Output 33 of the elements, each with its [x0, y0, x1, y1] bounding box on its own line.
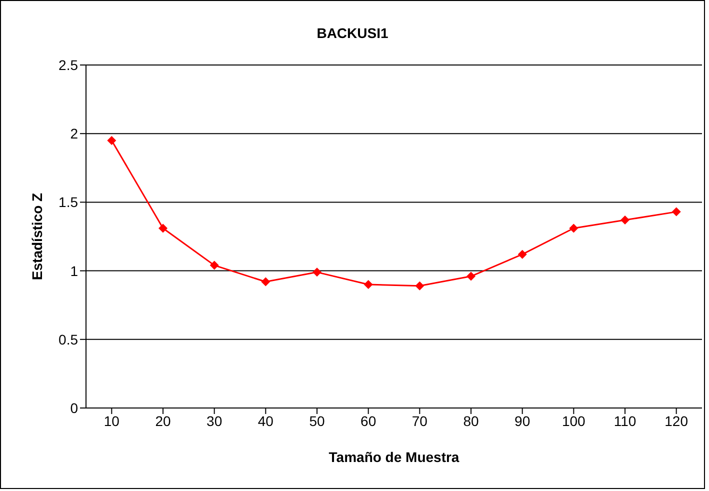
- y-tick-label: 0.5: [58, 331, 78, 348]
- point: [312, 268, 322, 277]
- point: [107, 136, 116, 145]
- point: [569, 224, 578, 233]
- point: [672, 207, 681, 216]
- point: [210, 260, 219, 270]
- x-tick-label: 30: [206, 412, 222, 429]
- point: [620, 216, 630, 225]
- y-axis-title: Estadístico Z: [28, 192, 45, 280]
- x-tick-label: 60: [360, 412, 376, 429]
- x-tick-label: 120: [664, 412, 688, 429]
- point: [158, 224, 168, 233]
- x-tick-label: 20: [155, 412, 171, 429]
- y-tick-label: 0: [70, 400, 78, 416]
- x-tick-label: 100: [562, 412, 586, 429]
- x-tick-label: 10: [104, 412, 120, 429]
- x-tick-label: 110: [614, 412, 636, 429]
- y-tick-label: 1: [70, 262, 78, 279]
- x-tick-label: 40: [258, 412, 274, 429]
- point: [415, 281, 424, 290]
- x-tick-label: 90: [514, 412, 530, 429]
- y-tick-label: 2: [70, 126, 78, 142]
- point: [466, 272, 476, 281]
- x-tick-label: 80: [463, 412, 479, 429]
- y-tick-label: 2.5: [58, 56, 78, 73]
- point: [364, 280, 373, 290]
- y-tick-label: 1.5: [58, 194, 78, 210]
- point: [261, 277, 270, 286]
- point: [518, 250, 527, 259]
- x-tick-label: 50: [309, 412, 325, 429]
- x-axis-title: Tamaño de Muestra: [328, 449, 460, 465]
- x-tick-label: 70: [412, 412, 428, 429]
- chart-title: BACKUSI1: [316, 25, 390, 41]
